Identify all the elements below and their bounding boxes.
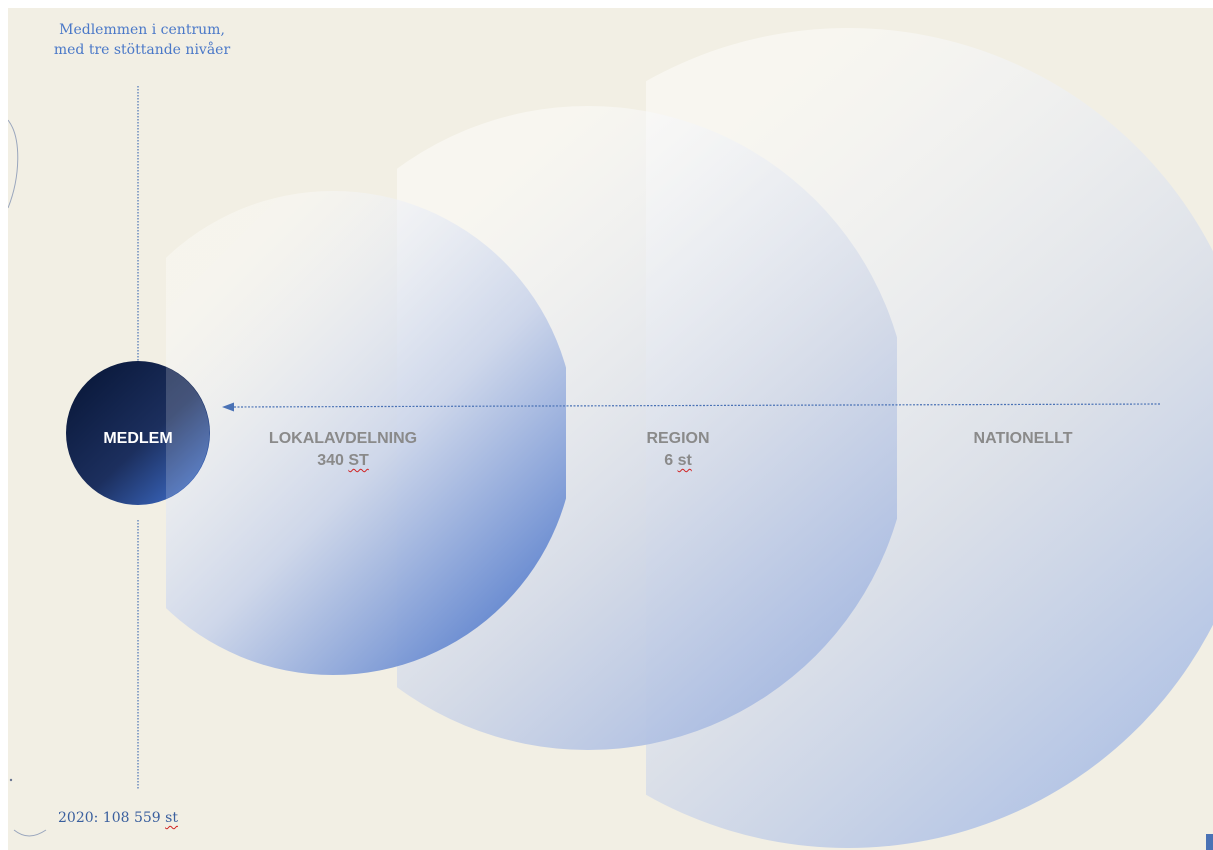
title-line-2: med tre stöttande nivåer: [53, 42, 231, 58]
decor-dot: [9, 778, 13, 782]
support-arrow-head: [222, 402, 234, 412]
region-count-line: 6 st: [598, 450, 758, 472]
lokalavdelning-unit: ST: [348, 452, 369, 469]
medlem-label: MEDLEM: [103, 430, 173, 447]
left-decor-arc: [8, 119, 19, 209]
levels-diagram: [8, 28, 1213, 848]
medlem-circle: [66, 361, 210, 505]
lokalavdelning-label-group: LOKALAVDELNING 340 ST: [238, 428, 448, 472]
nationellt-label: NATIONELLT: [973, 430, 1073, 447]
bottom-decor-arc: [13, 829, 47, 837]
region-count: 6: [664, 452, 674, 469]
lokalavdelning-circle: [166, 191, 566, 675]
lokalavdelning-count: 340: [317, 452, 344, 469]
region-label-group: REGION 6 st: [598, 428, 758, 472]
medlem-label-group: MEDLEM: [63, 428, 213, 450]
member-count: 2020: 108 559 st: [58, 808, 178, 828]
region-label: REGION: [646, 430, 710, 447]
support-arrow-line: [231, 403, 1161, 408]
corner-accent-mark: [1206, 834, 1213, 850]
region-unit: st: [677, 452, 692, 469]
nationellt-label-group: NATIONELLT: [938, 428, 1108, 450]
diagram-title: Medlemmen i centrum, med tre stöttande n…: [22, 20, 262, 60]
lokalavdelning-count-line: 340 ST: [238, 450, 448, 472]
title-line-1: Medlemmen i centrum,: [59, 22, 225, 38]
member-count-unit: st: [165, 810, 178, 826]
member-count-value: 2020: 108 559: [58, 810, 166, 826]
region-circle: [397, 106, 897, 750]
slide: Medlemmen i centrum, med tre stöttande n…: [8, 8, 1213, 850]
lokalavdelning-label: LOKALAVDELNING: [268, 430, 418, 447]
medlem-overlap-highlight: [166, 367, 210, 499]
